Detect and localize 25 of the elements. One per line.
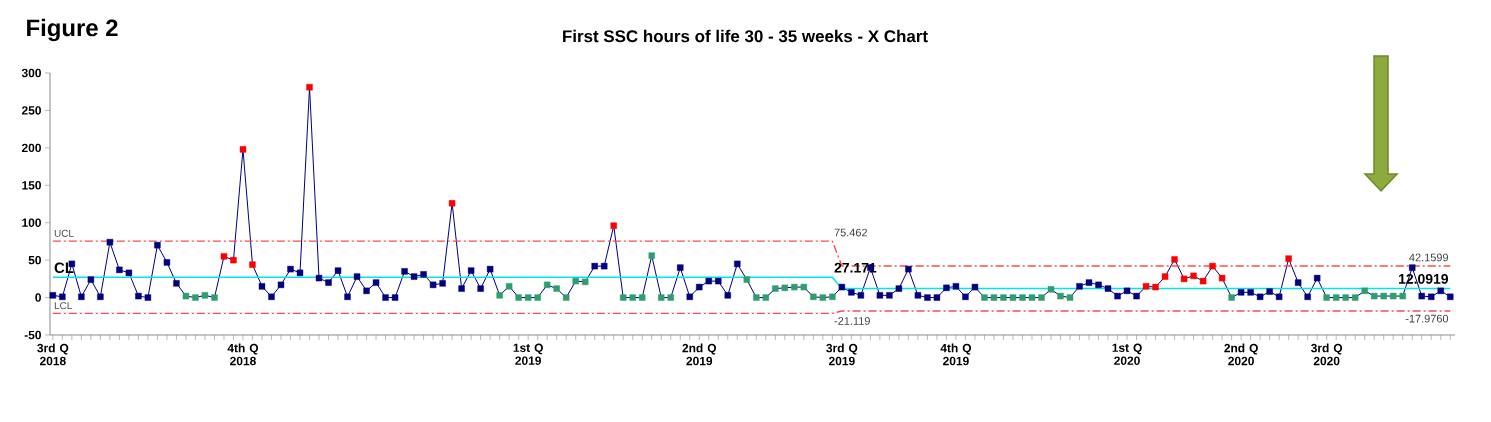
x-tick-label: 2nd Q 2019 [682,343,717,366]
series-label: UCL [54,229,74,237]
y-tick-label: 0 [35,293,41,302]
y-tick-label: 100 [22,218,41,227]
caption: Figure 2 [27,18,118,42]
x-tick-label: 3rd Q 2019 [826,343,858,366]
y-tick-label: 300 [21,68,41,78]
data-label: 42.1599 [1409,253,1449,262]
chart-title: First SSC hours of life 30 - 35 weeks - X Chart [563,29,928,43]
y-tick-label: -50 [24,330,41,340]
y-tick-label: 250 [21,106,41,115]
data-label: -17.9760 [1405,314,1449,323]
data-label: -21.119 [834,317,870,325]
x-tick-label: 4th Q 2018 [227,343,259,366]
x-tick-label: 4th Q 2019 [940,343,972,366]
series-label: LCL [54,302,72,310]
y-tick-label: 200 [21,143,41,153]
data-label: 75.462 [834,228,868,237]
x-tick-label: 3rd Q 2020 [1311,343,1343,366]
x-tick-label: 1st Q 2020 [1112,343,1142,365]
x-tick-label: 2nd Q 2020 [1224,343,1258,366]
x-tick-label: 1st Q 2019 [513,343,543,365]
y-tick-label: 150 [22,181,41,190]
x-tick-label: 3rd Q 2018 [37,343,69,366]
y-tick-label: 50 [28,255,41,265]
